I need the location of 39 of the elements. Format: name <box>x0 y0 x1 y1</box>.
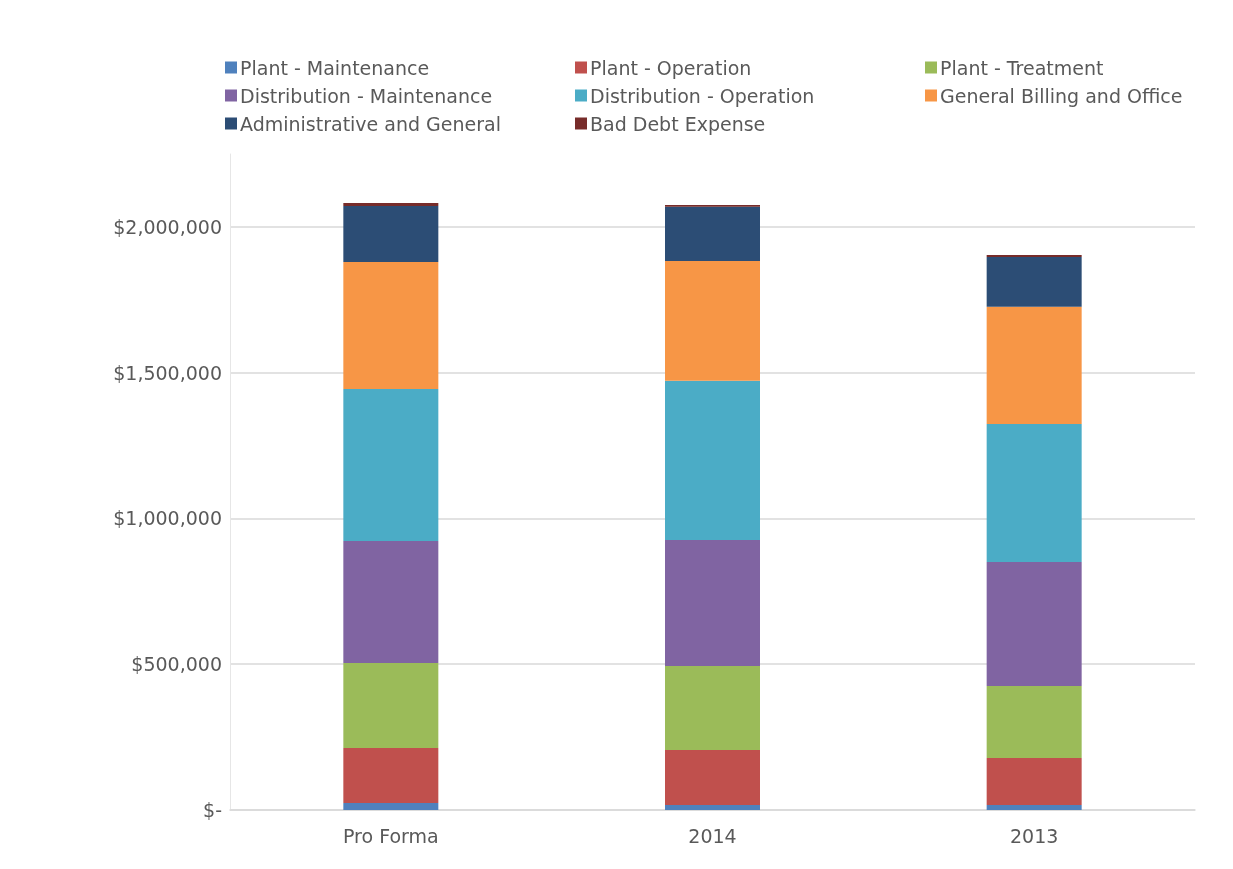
legend-label: Distribution - Maintenance <box>240 84 493 107</box>
legend-label: Plant - Operation <box>590 56 752 79</box>
y-tick-label: $1,500,000 <box>113 361 222 384</box>
bar <box>665 380 760 541</box>
x-tick-label: 2013 <box>1009 824 1059 847</box>
legend-label: Plant - Maintenance <box>240 56 430 79</box>
x-tick-label: 2014 <box>688 824 737 847</box>
bar <box>986 805 1082 810</box>
bar <box>986 254 1082 257</box>
legend-label: Distribution - Operation <box>590 84 815 107</box>
legend-label: Administrative and General <box>240 112 501 135</box>
bar <box>986 561 1082 687</box>
bar <box>343 202 439 206</box>
bar <box>986 256 1082 307</box>
y-tick-label: $- <box>203 799 222 821</box>
bar <box>986 686 1082 759</box>
legend-label: General Billing and Office <box>940 84 1183 107</box>
bar <box>343 540 439 664</box>
bar <box>343 663 439 748</box>
y-tick-label: $1,000,000 <box>113 507 222 530</box>
bar <box>343 803 439 810</box>
bar <box>665 206 760 261</box>
y-tick-label: $2,000,000 <box>113 215 222 238</box>
bar <box>665 805 760 810</box>
legend-label: Plant - Treatment <box>940 56 1104 79</box>
x-tick-label: Pro Forma <box>342 824 439 847</box>
bar <box>665 540 760 666</box>
bar <box>665 665 760 750</box>
bar <box>343 747 439 803</box>
bar <box>665 749 760 806</box>
bar <box>343 205 439 262</box>
bar <box>986 758 1082 806</box>
bar <box>986 306 1082 424</box>
bar <box>343 261 439 389</box>
bar <box>343 388 439 541</box>
bar <box>665 261 760 381</box>
legend-label: Bad Debt Expense <box>590 112 766 135</box>
bar <box>986 423 1082 562</box>
y-tick-label: $500,000 <box>131 653 222 676</box>
